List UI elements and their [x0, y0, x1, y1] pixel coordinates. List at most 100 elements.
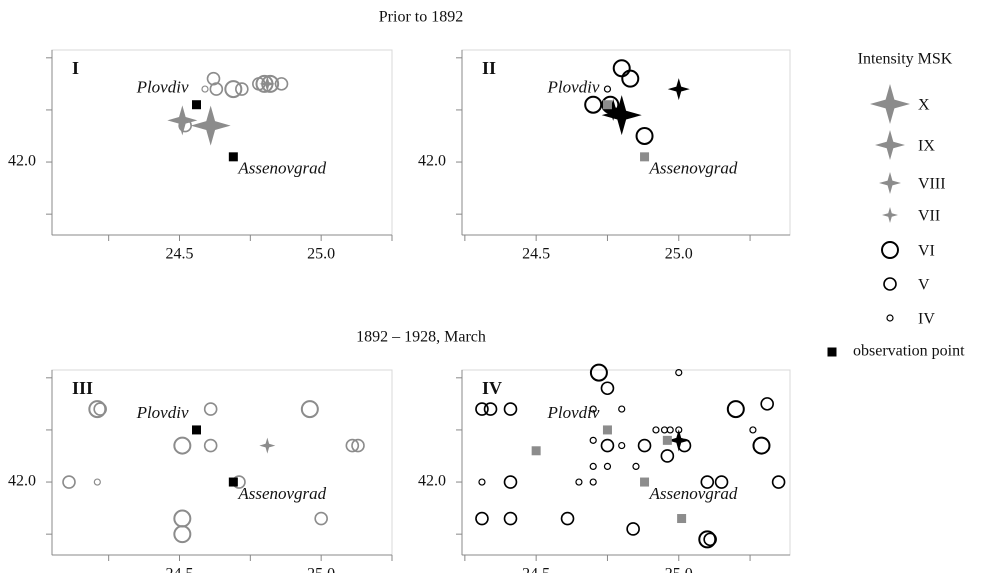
y-tick-label: 42.0 [8, 473, 36, 490]
legend-symbol [881, 241, 899, 259]
event-marker [589, 363, 608, 382]
event-marker [700, 475, 715, 489]
place-label: Plovdiv [136, 78, 189, 97]
event-marker [173, 525, 192, 544]
place-label: Assenovgrad [237, 484, 326, 503]
event-marker [603, 85, 612, 93]
event-marker [314, 511, 328, 526]
x-tick-label: 24.5 [522, 566, 550, 573]
x-tick-label: 25.0 [665, 566, 693, 573]
x-tick-label: 25.0 [307, 246, 335, 263]
event-marker [584, 95, 603, 114]
place-label: Plovdiv [136, 403, 189, 422]
event-marker [589, 462, 597, 471]
event-marker [760, 397, 774, 411]
event-marker [589, 478, 597, 486]
event-marker [621, 69, 640, 88]
event-marker [62, 475, 76, 489]
panel-label: I [72, 58, 79, 78]
place-label: Assenovgrad [649, 159, 738, 178]
event-marker [93, 478, 101, 486]
section-title: 1892 – 1928, March [356, 329, 486, 346]
legend-symbol [879, 172, 901, 194]
event-marker [209, 82, 224, 96]
event-marker [660, 449, 675, 463]
event-marker [351, 438, 365, 453]
observation-point [228, 477, 238, 487]
event-marker [274, 77, 289, 91]
y-tick-label: 42.0 [8, 153, 36, 170]
observation-point [640, 152, 650, 162]
observation-point [531, 446, 541, 456]
event-marker [560, 511, 575, 526]
place-label: Plovdiv [547, 78, 600, 97]
event-marker [300, 400, 319, 419]
event-marker [503, 511, 518, 526]
x-tick-label: 25.0 [665, 246, 693, 263]
event-marker [167, 105, 198, 136]
plot-frame [51, 49, 393, 236]
event-marker [173, 509, 192, 528]
event-marker [575, 478, 583, 486]
event-marker [88, 400, 107, 419]
x-tick-label: 25.0 [307, 566, 335, 573]
event-marker [749, 426, 757, 434]
panel-label: III [72, 378, 93, 398]
event-marker [483, 402, 498, 416]
event-marker [475, 511, 489, 526]
event-marker [345, 438, 360, 453]
plot-frame [461, 49, 791, 236]
legend-symbol [882, 207, 898, 223]
x-tick-label: 24.5 [166, 246, 194, 263]
event-marker [201, 85, 209, 93]
panel-label: IV [482, 378, 502, 398]
plot-frame [461, 369, 791, 556]
event-marker [603, 462, 612, 471]
event-marker [667, 78, 690, 101]
legend-label: V [918, 277, 930, 294]
event-marker [235, 82, 249, 96]
event-marker [666, 426, 674, 434]
event-marker [589, 405, 597, 413]
legend-symbol [870, 84, 910, 124]
event-marker [637, 438, 652, 453]
event-marker [632, 462, 640, 471]
place-label: Plovdiv [547, 403, 600, 422]
observation-point [640, 477, 650, 487]
event-marker [259, 437, 276, 454]
legend-label: VI [918, 243, 935, 260]
event-marker [635, 126, 654, 145]
event-marker [589, 436, 597, 444]
legend-symbol [875, 130, 905, 160]
event-marker [652, 426, 660, 434]
event-marker [618, 405, 626, 413]
event-marker [173, 436, 192, 455]
event-marker [698, 530, 717, 549]
legend-label: observation point [853, 343, 965, 360]
event-marker [752, 436, 771, 455]
legend-label: VII [918, 208, 940, 225]
observation-point [602, 100, 612, 110]
y-tick-label: 42.0 [418, 153, 446, 170]
event-marker [714, 475, 729, 489]
observation-point [192, 100, 201, 110]
event-marker [600, 381, 615, 396]
event-marker [203, 402, 218, 416]
observation-point [602, 425, 612, 435]
event-marker [203, 438, 218, 453]
event-marker [726, 400, 745, 419]
section-title: Prior to 1892 [379, 9, 463, 26]
observation-point [662, 435, 672, 445]
event-marker [475, 402, 489, 416]
legend-label: X [918, 97, 930, 114]
event-marker [259, 75, 276, 92]
event-marker [600, 438, 615, 453]
event-marker [478, 478, 486, 486]
legend-symbol [886, 314, 894, 322]
legend-label: VIII [918, 176, 946, 193]
event-marker [626, 522, 640, 536]
event-marker [667, 429, 690, 452]
event-marker [503, 402, 518, 416]
y-tick-label: 42.0 [418, 473, 446, 490]
